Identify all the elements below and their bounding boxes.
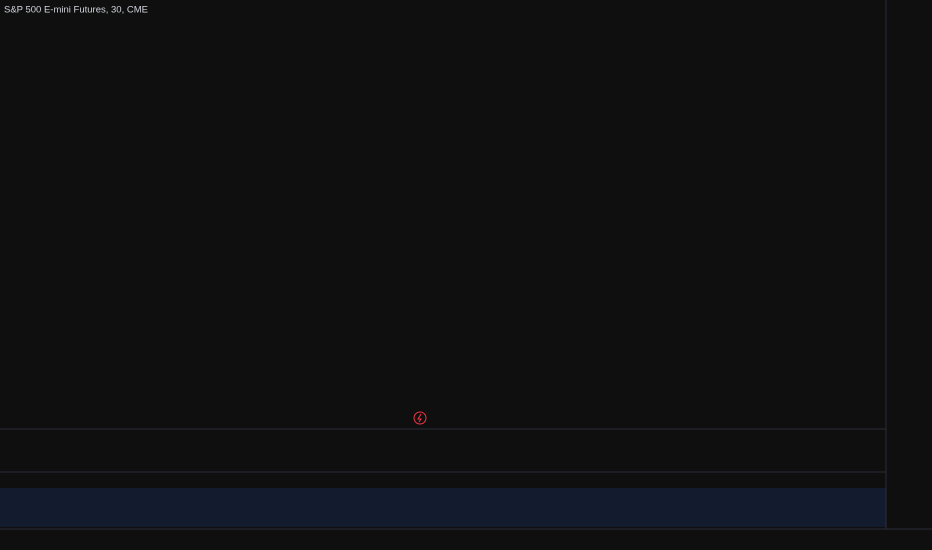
event-icon[interactable] xyxy=(413,411,427,425)
event-icon-bolt xyxy=(417,413,422,423)
stoch-band xyxy=(0,488,886,527)
chart-title: S&P 500 E-mini Futures, 30, CME xyxy=(4,5,148,16)
